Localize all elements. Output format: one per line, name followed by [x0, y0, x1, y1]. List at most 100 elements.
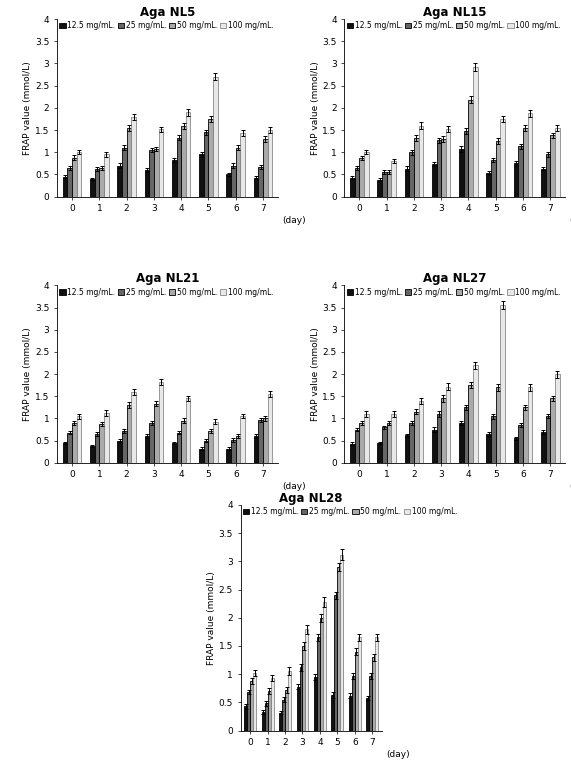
Bar: [441, 399, 446, 463]
Bar: [514, 438, 518, 463]
Bar: [528, 387, 532, 463]
Bar: [377, 443, 382, 463]
Bar: [518, 425, 523, 463]
Bar: [262, 712, 265, 731]
Y-axis label: FRAP value (mmol/L): FRAP value (mmol/L): [207, 571, 216, 665]
Bar: [122, 148, 127, 197]
Bar: [253, 673, 256, 731]
Bar: [437, 140, 441, 197]
Text: (day): (day): [569, 482, 571, 491]
Bar: [144, 436, 149, 463]
Legend: 12.5 mg/mL., 25 mg/mL., 50 mg/mL., 100 mg/mL.: 12.5 mg/mL., 25 mg/mL., 50 mg/mL., 100 m…: [59, 287, 275, 298]
Bar: [464, 407, 468, 463]
Bar: [528, 113, 532, 197]
Bar: [250, 681, 253, 731]
Bar: [550, 135, 555, 197]
Bar: [459, 149, 464, 197]
Bar: [555, 128, 560, 197]
Title: Aga NL28: Aga NL28: [279, 492, 343, 505]
Title: Aga NL15: Aga NL15: [423, 6, 486, 19]
Bar: [446, 129, 451, 197]
Bar: [305, 629, 308, 731]
Y-axis label: FRAP value (mmol/L): FRAP value (mmol/L): [311, 61, 320, 155]
Bar: [414, 412, 419, 463]
Bar: [355, 430, 359, 463]
Bar: [208, 119, 213, 197]
Bar: [303, 646, 305, 731]
Legend: 12.5 mg/mL., 25 mg/mL., 50 mg/mL., 100 mg/mL.: 12.5 mg/mL., 25 mg/mL., 50 mg/mL., 100 m…: [346, 287, 562, 298]
Bar: [95, 434, 99, 463]
Title: Aga NL21: Aga NL21: [136, 272, 199, 285]
Bar: [186, 399, 191, 463]
Bar: [352, 675, 355, 731]
Bar: [263, 139, 268, 197]
Bar: [486, 173, 491, 197]
Bar: [518, 146, 523, 197]
Bar: [172, 160, 176, 197]
Text: (day): (day): [569, 216, 571, 225]
Bar: [391, 161, 396, 197]
Legend: 12.5 mg/mL., 25 mg/mL., 50 mg/mL., 100 mg/mL.: 12.5 mg/mL., 25 mg/mL., 50 mg/mL., 100 m…: [242, 506, 459, 517]
Bar: [149, 150, 154, 197]
Bar: [288, 672, 291, 731]
Bar: [104, 413, 108, 463]
Bar: [279, 712, 282, 731]
Bar: [118, 441, 122, 463]
Bar: [159, 382, 163, 463]
Bar: [500, 305, 505, 463]
Bar: [349, 695, 352, 731]
Bar: [359, 158, 364, 197]
Bar: [546, 416, 550, 463]
Bar: [131, 392, 136, 463]
Bar: [159, 129, 163, 197]
Bar: [473, 365, 478, 463]
Bar: [335, 595, 337, 731]
Bar: [72, 423, 77, 463]
Bar: [359, 423, 364, 463]
Bar: [323, 602, 326, 731]
Bar: [118, 165, 122, 197]
Bar: [181, 421, 186, 463]
Bar: [350, 177, 355, 197]
Bar: [63, 177, 67, 197]
Bar: [104, 155, 108, 197]
Bar: [127, 405, 131, 463]
Bar: [77, 416, 82, 463]
Bar: [127, 128, 131, 197]
Bar: [181, 125, 186, 197]
Bar: [357, 637, 361, 731]
Bar: [227, 448, 231, 463]
Bar: [546, 155, 550, 197]
Bar: [317, 637, 320, 731]
Bar: [67, 433, 72, 463]
Bar: [90, 179, 95, 197]
Bar: [314, 677, 317, 731]
Bar: [320, 618, 323, 731]
Text: (day): (day): [282, 482, 306, 491]
Bar: [337, 567, 340, 731]
Y-axis label: FRAP value (mmol/L): FRAP value (mmol/L): [311, 327, 320, 421]
Bar: [331, 695, 335, 731]
Bar: [99, 424, 104, 463]
Bar: [231, 165, 236, 197]
Bar: [364, 414, 369, 463]
Bar: [414, 138, 419, 197]
Bar: [372, 657, 375, 731]
Bar: [231, 440, 236, 463]
Bar: [263, 418, 268, 463]
Bar: [186, 112, 191, 197]
Text: (day): (day): [386, 750, 409, 759]
Bar: [154, 404, 159, 463]
Bar: [149, 423, 154, 463]
Bar: [340, 555, 343, 731]
Bar: [432, 430, 437, 463]
Bar: [236, 436, 240, 463]
Bar: [405, 435, 409, 463]
Bar: [496, 387, 500, 463]
Bar: [514, 164, 518, 197]
Bar: [355, 652, 357, 731]
Bar: [296, 686, 300, 731]
Bar: [364, 152, 369, 197]
Bar: [375, 637, 378, 731]
Y-axis label: FRAP value (mmol/L): FRAP value (mmol/L): [23, 61, 33, 155]
